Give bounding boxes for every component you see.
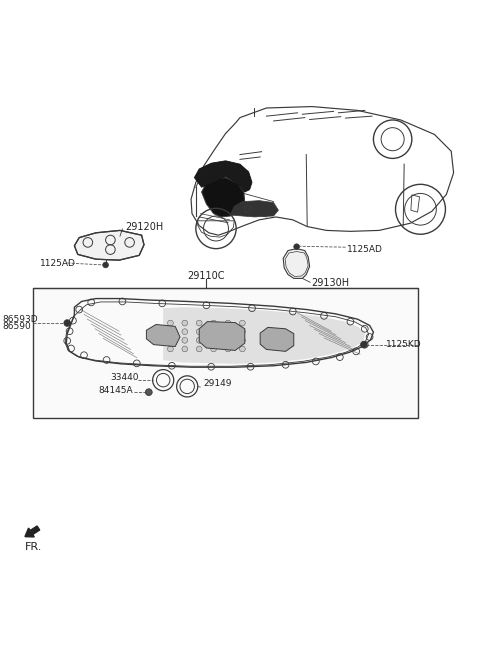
Text: 1125AD: 1125AD — [40, 259, 76, 267]
Circle shape — [168, 320, 173, 326]
Circle shape — [64, 320, 71, 327]
Circle shape — [182, 320, 188, 326]
Text: 86593D: 86593D — [2, 314, 38, 324]
Circle shape — [225, 337, 231, 343]
Text: 1125AD: 1125AD — [347, 245, 383, 254]
Polygon shape — [260, 327, 294, 351]
Circle shape — [196, 329, 202, 335]
Text: 29110C: 29110C — [188, 271, 225, 280]
Text: 29149: 29149 — [204, 379, 232, 388]
Polygon shape — [283, 249, 310, 278]
Circle shape — [225, 320, 231, 326]
Circle shape — [211, 346, 216, 352]
Circle shape — [240, 346, 245, 352]
Circle shape — [168, 346, 173, 352]
Text: 86590: 86590 — [2, 322, 31, 331]
Circle shape — [240, 329, 245, 335]
FancyArrow shape — [25, 526, 40, 537]
Circle shape — [360, 341, 367, 348]
Circle shape — [168, 329, 173, 335]
Polygon shape — [230, 201, 278, 217]
Text: 84145A: 84145A — [98, 386, 133, 395]
Circle shape — [145, 389, 152, 396]
Polygon shape — [146, 325, 180, 347]
Circle shape — [294, 244, 300, 249]
Polygon shape — [194, 161, 252, 192]
Polygon shape — [199, 322, 245, 350]
Text: 1125KD: 1125KD — [386, 340, 422, 349]
Bar — [33, 288, 418, 417]
Circle shape — [211, 329, 216, 335]
Text: 29130H: 29130H — [311, 278, 349, 288]
Circle shape — [168, 337, 173, 343]
Text: 29120H: 29120H — [125, 222, 163, 232]
Circle shape — [103, 262, 108, 268]
Polygon shape — [202, 177, 245, 217]
Circle shape — [240, 320, 245, 326]
Circle shape — [182, 329, 188, 335]
Circle shape — [240, 337, 245, 343]
Circle shape — [196, 320, 202, 326]
Text: 33440: 33440 — [110, 373, 139, 382]
Circle shape — [182, 337, 188, 343]
Polygon shape — [163, 307, 365, 364]
Text: FR.: FR. — [25, 542, 42, 552]
Circle shape — [196, 346, 202, 352]
Circle shape — [211, 337, 216, 343]
Circle shape — [225, 329, 231, 335]
Circle shape — [211, 320, 216, 326]
Circle shape — [196, 337, 202, 343]
Circle shape — [182, 346, 188, 352]
Polygon shape — [74, 230, 144, 260]
Circle shape — [225, 346, 231, 352]
